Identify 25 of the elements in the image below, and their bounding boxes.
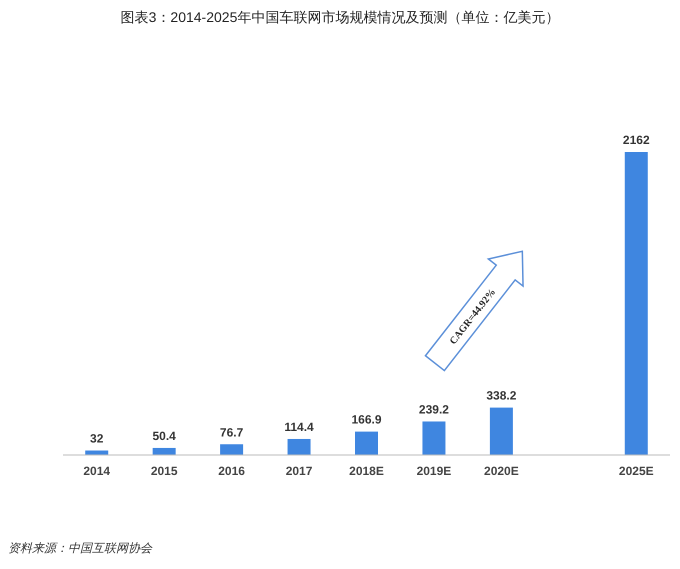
text: 资料来源：中国互联网协会 [8,541,153,555]
data-label: 2162 [622,133,650,147]
data-label: 338.2 [486,388,517,403]
x-tick-label: 2018E [349,464,384,478]
x-tick-label: 2019E [416,464,452,478]
bar [490,408,513,455]
x-tick-label: 2016 [218,464,246,478]
data-label: 76.7 [220,425,244,440]
bar [624,152,648,455]
bar [288,438,311,455]
bar [220,444,244,455]
x-tick-label: 2025E [618,464,654,478]
bar [422,421,446,455]
bar [152,448,176,455]
data-label: 50.4 [152,428,176,443]
bar [355,432,378,455]
data-label: 239.2 [418,402,450,416]
x-tick-label: 2017 [286,464,313,478]
data-label: 32 [90,432,104,446]
x-tick-label: 2020E [484,464,519,478]
x-tick-label: 2014 [83,464,110,478]
chart-title: 图表3：2014-2025年中国车联网市场规模情况及预测（单位：亿美元） [120,9,560,25]
data-label: 166.9 [351,412,382,427]
x-tick-label: 2015 [150,464,178,478]
data-label: 114.4 [284,420,314,434]
